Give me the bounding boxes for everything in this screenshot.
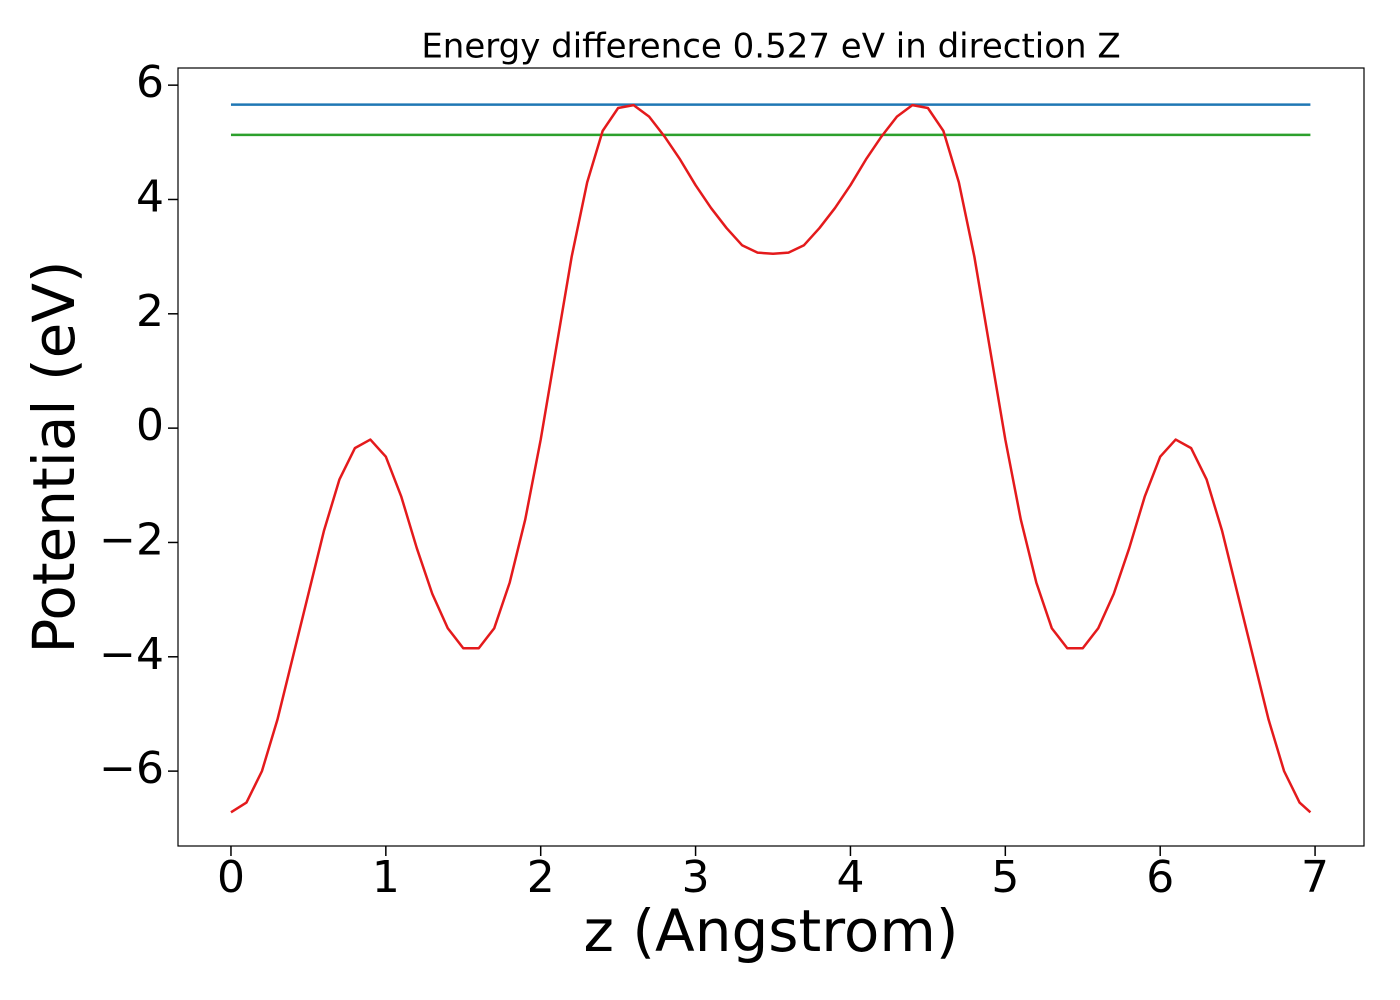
y-tick-label: 4 <box>136 171 164 222</box>
x-tick-label: 4 <box>836 852 864 903</box>
x-tick-label: 5 <box>991 852 1019 903</box>
x-tick-label: 2 <box>527 852 555 903</box>
y-axis-label: Potential (eV) <box>20 260 88 653</box>
series-line <box>230 103 1312 814</box>
chart-title: Energy difference 0.527 eV in direction … <box>421 27 1120 67</box>
x-axis-label: z (Angstrom) <box>584 897 959 965</box>
y-tick-label: 6 <box>136 57 164 108</box>
y-tick-label: 2 <box>136 286 164 337</box>
x-tick-label: 6 <box>1146 852 1174 903</box>
plot-frame <box>177 67 1365 847</box>
y-tick-label: 0 <box>136 400 164 451</box>
y-tick-label: −4 <box>99 629 164 680</box>
x-tick-label: 1 <box>372 852 400 903</box>
y-tick-label: −2 <box>99 514 164 565</box>
x-tick-label: 3 <box>682 852 710 903</box>
y-tick-label: −6 <box>99 743 164 794</box>
x-tick-label: 7 <box>1301 852 1329 903</box>
x-tick-label: 0 <box>217 852 245 903</box>
